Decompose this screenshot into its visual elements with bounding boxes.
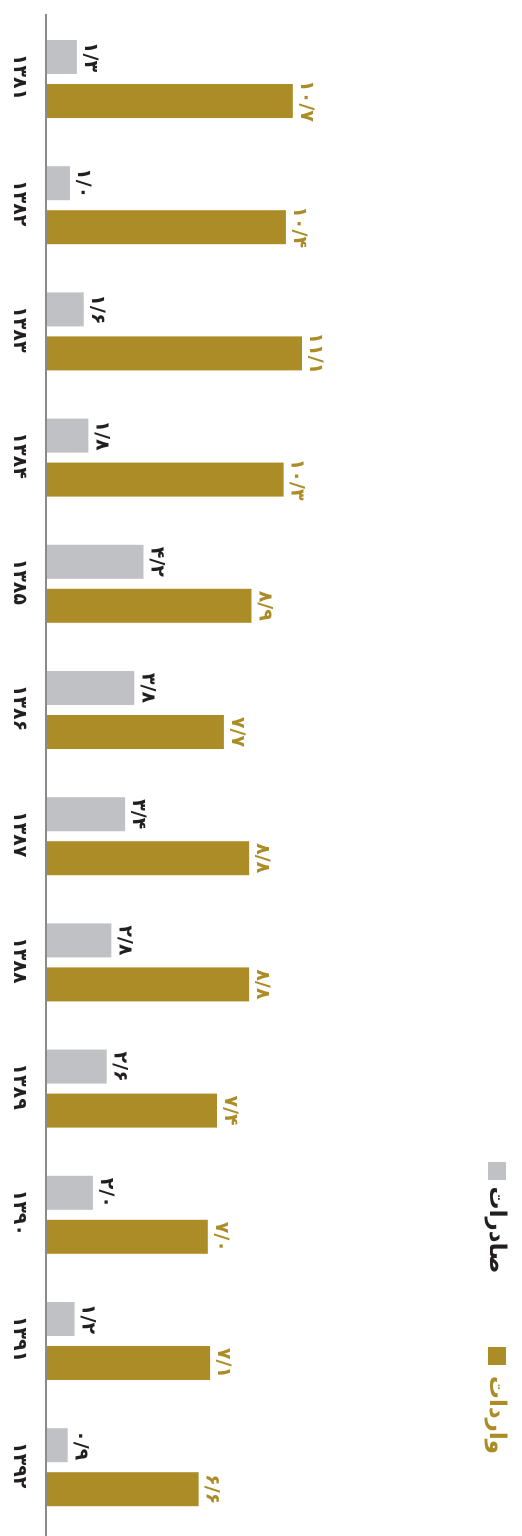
value-label-imports: ۱۰/۳	[287, 459, 309, 501]
category-label: ۱۳۸۷	[9, 811, 31, 858]
bar-imports	[47, 967, 250, 1002]
value-label-exports: ۲/۰	[96, 1178, 118, 1208]
bar-exports	[47, 1049, 107, 1084]
category-label: ۱۳۸۹	[9, 1063, 31, 1110]
value-label-exports: ۳/۴	[128, 799, 150, 829]
bar-exports	[47, 797, 126, 832]
bar-imports	[47, 715, 224, 749]
category-label: ۱۳۸۴	[9, 432, 31, 478]
legend-label-imports: واردات	[484, 1376, 510, 1454]
value-label-exports: ۴/۲	[146, 547, 168, 578]
category-label: ۱۳۹۲	[9, 1442, 31, 1489]
value-label-exports: ۲/۸	[114, 925, 136, 956]
category-label: ۱۳۸۲	[9, 180, 31, 227]
bar-exports	[47, 418, 89, 453]
value-label-exports: ۱/۳	[80, 42, 102, 73]
bar-imports	[47, 1093, 217, 1128]
value-label-imports: ۸/۸	[252, 969, 274, 1000]
value-label-exports: ۲/۶	[110, 1052, 132, 1082]
category-label: ۱۳۹۱	[9, 1316, 31, 1362]
bar-exports	[47, 292, 84, 327]
value-label-imports: ۸/۹	[254, 591, 276, 622]
value-label-imports: ۱۰/۴	[289, 206, 311, 248]
value-label-imports: ۱۱/۱	[305, 333, 327, 375]
bar-exports	[47, 671, 135, 705]
value-label-imports: ۷/۰	[211, 1222, 233, 1252]
value-label-imports: ۸/۸	[252, 843, 274, 874]
bar-imports	[47, 1346, 211, 1380]
value-label-imports: ۱۰/۷	[296, 80, 318, 122]
bar-imports	[47, 462, 284, 497]
bar-exports	[47, 166, 70, 201]
bar-imports	[47, 336, 302, 371]
bar-exports	[47, 1175, 93, 1210]
bar-exports	[47, 923, 112, 958]
value-label-exports: ۱/۲	[78, 1304, 100, 1335]
legend-label-exports: صادرات	[484, 1187, 510, 1274]
value-label-exports: ۳/۸	[137, 673, 159, 704]
value-label-imports: ۶/۶	[202, 1474, 224, 1504]
legend-swatch-exports	[488, 1162, 506, 1180]
bar-imports	[47, 841, 250, 876]
bar-exports	[47, 40, 77, 74]
category-label: ۱۳۸۳	[9, 306, 31, 353]
bar-imports	[47, 1219, 208, 1254]
value-label-imports: ۷/۷	[227, 717, 249, 748]
legend: صادرات واردات	[484, 1162, 510, 1454]
value-label-imports: ۷/۱	[213, 1348, 235, 1378]
value-labels-layer: ۱/۳ ۱۰/۷ ۱/۰ ۱۰/۴ ۱/۶ ۱۱/۱ ۱/۸ ۱۰/۳ ۴/۲ ۸/۹ ۳/۸ ۷/۷…	[71, 42, 327, 1504]
bar-imports	[47, 588, 252, 623]
bar-imports	[47, 84, 293, 118]
value-label-exports: ۱/۶	[87, 294, 109, 324]
category-label: ۱۳۸۵	[9, 559, 31, 606]
category-label: ۱۳۹۰	[9, 1190, 31, 1236]
bars-layer	[47, 40, 302, 1507]
bar-imports	[47, 1472, 199, 1507]
bar-exports	[47, 1428, 68, 1463]
bar-exports	[47, 1302, 75, 1336]
value-label-exports: ۱/۰	[73, 168, 95, 198]
bar-imports	[47, 210, 286, 245]
value-label-exports: ۱/۸	[91, 421, 113, 452]
value-label-exports: ۰/۹	[71, 1430, 93, 1461]
value-label-imports: ۷/۴	[220, 1096, 242, 1126]
category-labels-layer: ۱۳۸۱ ۱۳۸۲ ۱۳۸۳ ۱۳۸۴ ۱۳۸۵ ۱۳۸۶ ۱۳۸۷ ۱۳۸۸ ۱۳۸۹ ۱۳۹۰…	[9, 54, 31, 1489]
category-label: ۱۳۸۶	[9, 685, 31, 731]
bar-exports	[47, 544, 144, 579]
legend-swatch-imports	[488, 1347, 506, 1365]
category-label: ۱۳۸۸	[9, 937, 31, 984]
category-label: ۱۳۸۱	[9, 54, 31, 100]
